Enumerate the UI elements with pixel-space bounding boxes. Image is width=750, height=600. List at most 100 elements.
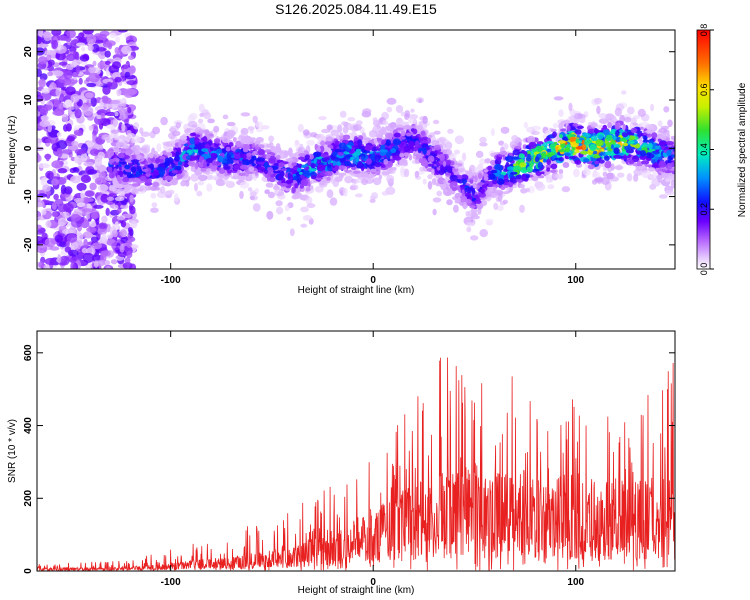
heatmap-halo-cell bbox=[306, 139, 316, 146]
heatmap-ridge-cell bbox=[437, 177, 446, 185]
heatmap-noise-cell bbox=[38, 78, 46, 88]
heatmap-noise-cell bbox=[61, 228, 74, 235]
heatmap-halo-cell bbox=[198, 118, 204, 124]
heatmap-ridge-cell bbox=[332, 151, 338, 157]
heatmap-ridge-cell bbox=[232, 137, 237, 142]
heatmap-halo-cell bbox=[255, 121, 263, 128]
heatmap-halo-cell bbox=[116, 215, 126, 221]
heatmap-noise-cell bbox=[66, 135, 76, 142]
heatmap-ridge-cell bbox=[179, 135, 188, 141]
heatmap-halo-cell bbox=[223, 179, 230, 184]
heatmap-ridge-cell bbox=[374, 162, 382, 168]
heatmap-halo-cell bbox=[511, 135, 519, 142]
heatmap-halo-cell bbox=[369, 198, 376, 203]
heatmap-ridge-cell bbox=[130, 166, 137, 173]
heatmap-ridge-cell bbox=[257, 149, 265, 156]
y-tick-label: 0 bbox=[23, 568, 34, 574]
heatmap-ridge-cell bbox=[345, 154, 353, 158]
y-tick-label: 400 bbox=[23, 417, 34, 434]
heatmap-ridge-cell bbox=[471, 212, 478, 218]
heatmap-ridge-cell bbox=[381, 164, 386, 169]
heatmap-halo-cell bbox=[446, 199, 453, 206]
heatmap-ridge-cell bbox=[242, 160, 250, 166]
heatmap-ridge-cell bbox=[194, 162, 199, 170]
heatmap-ridge-cell bbox=[454, 164, 459, 169]
heatmap-noise-cell bbox=[111, 61, 122, 69]
heatmap-halo-cell bbox=[479, 229, 489, 238]
y-tick-label: -10 bbox=[23, 189, 34, 204]
heatmap-ridge-cell bbox=[433, 144, 441, 150]
heatmap-ridge-cell bbox=[373, 137, 378, 144]
heatmap-noise-cell bbox=[63, 202, 74, 213]
heatmap-halo-cell bbox=[113, 204, 119, 210]
heatmap-ridge-cell bbox=[554, 157, 562, 161]
heatmap-halo-cell bbox=[528, 185, 535, 194]
heatmap-noise-cell bbox=[117, 30, 128, 33]
heatmap-ridge-cell bbox=[200, 167, 208, 172]
heatmap-ridge-cell bbox=[605, 160, 612, 166]
heatmap-noise-cell bbox=[109, 32, 117, 38]
heatmap-ridge-cell bbox=[488, 173, 496, 180]
heatmap-noise-cell bbox=[41, 209, 47, 216]
heatmap-noise-cell bbox=[58, 61, 68, 66]
heatmap-halo-cell bbox=[462, 152, 467, 162]
heatmap-ridge-cell bbox=[604, 155, 610, 161]
heatmap-ridge-cell bbox=[545, 141, 555, 144]
heatmap-ridge-cell bbox=[507, 182, 514, 186]
heatmap-ridge-cell bbox=[152, 181, 160, 188]
heatmap-ridge-cell bbox=[623, 142, 629, 147]
heatmap-noise-cell bbox=[51, 30, 62, 37]
heatmap-noise-cell bbox=[127, 227, 133, 233]
heatmap-ridge-cell bbox=[264, 149, 272, 153]
heatmap-ridge-cell bbox=[473, 199, 482, 204]
heatmap-ridge-cell bbox=[518, 159, 524, 163]
heatmap-ridge-cell bbox=[286, 179, 294, 184]
heatmap-halo-cell bbox=[352, 179, 359, 184]
heatmap-noise-cell bbox=[37, 230, 44, 235]
heatmap-halo-cell bbox=[109, 135, 114, 144]
heatmap-ridge-cell bbox=[671, 154, 675, 158]
heatmap-ridge-cell bbox=[580, 150, 589, 155]
heatmap-halo-cell bbox=[139, 127, 144, 134]
heatmap-halo-cell bbox=[479, 158, 487, 165]
heatmap-ridge-cell bbox=[239, 153, 244, 158]
heatmap-halo-cell bbox=[173, 193, 179, 203]
heatmap-halo-cell bbox=[438, 136, 447, 143]
heatmap-noise-cell bbox=[40, 115, 49, 121]
heatmap-noise-cell bbox=[91, 212, 99, 220]
heatmap-halo-cell bbox=[350, 184, 359, 191]
heatmap-noise-cell bbox=[126, 239, 132, 249]
heatmap-halo-cell bbox=[627, 106, 635, 115]
heatmap-ridge-cell bbox=[225, 146, 231, 152]
heatmap-ridge-cell bbox=[249, 137, 254, 141]
heatmap-noise-cell bbox=[37, 138, 43, 144]
heatmap-ridge-cell bbox=[122, 177, 130, 183]
heatmap-halo-cell bbox=[410, 108, 415, 113]
heatmap-noise-cell bbox=[37, 152, 40, 162]
heatmap-ridge-cell bbox=[151, 150, 156, 154]
x-tick-label: -100 bbox=[161, 275, 181, 286]
heatmap-ridge-cell bbox=[478, 192, 486, 198]
heatmap-halo-cell bbox=[382, 120, 389, 126]
heatmap-ridge-cell bbox=[575, 146, 583, 150]
heatmap-ridge-cell bbox=[575, 150, 580, 153]
heatmap-halo-cell bbox=[355, 193, 363, 198]
heatmap-ridge-cell bbox=[164, 175, 173, 181]
heatmap-halo-cell bbox=[665, 174, 675, 180]
heatmap-ridge-cell bbox=[526, 155, 532, 162]
heatmap-noise-cell bbox=[45, 170, 54, 179]
heatmap-ridge-cell bbox=[143, 147, 148, 154]
heatmap-ridge-cell bbox=[246, 152, 252, 157]
heatmap-halo-cell bbox=[613, 165, 624, 170]
heatmap-ridge-cell bbox=[499, 151, 508, 155]
snr-x-axis-label: Height of straight line (km) bbox=[298, 585, 415, 596]
heatmap-halo-cell bbox=[240, 112, 251, 117]
heatmap-noise-cell bbox=[65, 123, 72, 132]
heatmap-halo-cell bbox=[454, 149, 460, 155]
heatmap-noise-cell bbox=[70, 93, 80, 103]
heatmap-noise-cell bbox=[107, 42, 113, 50]
heatmap-ridge-cell bbox=[364, 144, 373, 151]
heatmap-noise-cell bbox=[88, 66, 96, 74]
heatmap-halo-cell bbox=[526, 126, 535, 133]
